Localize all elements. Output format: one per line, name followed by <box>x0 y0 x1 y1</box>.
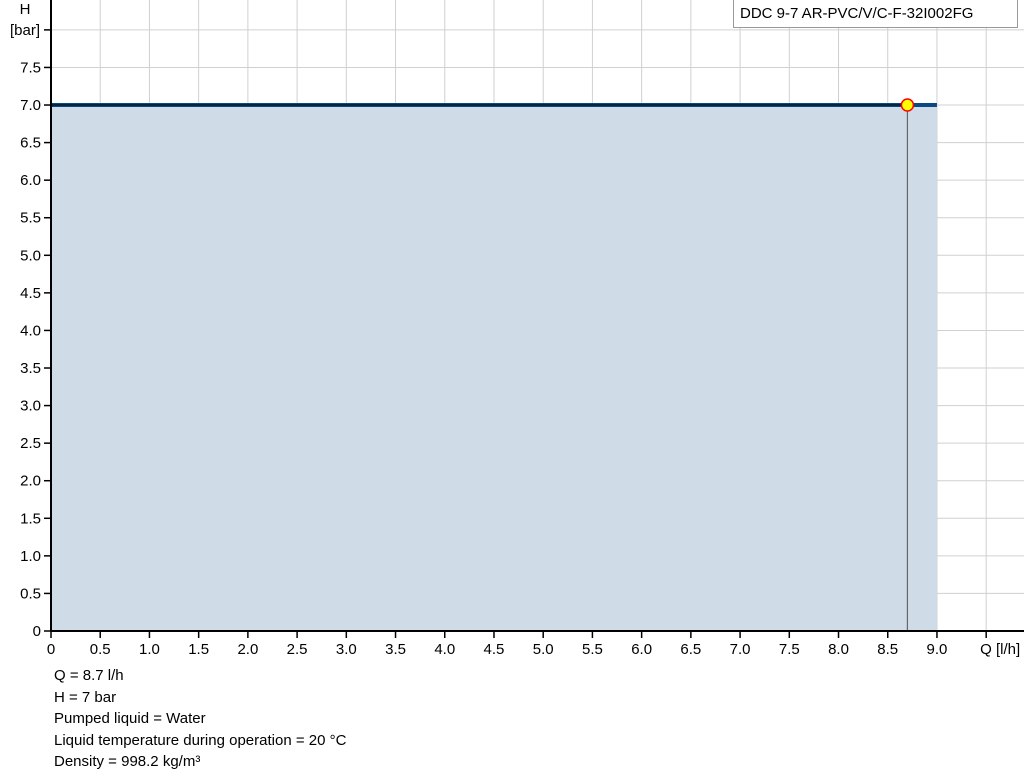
y-tick-label: 1.5 <box>20 510 41 527</box>
y-tick-label: 3.5 <box>20 360 41 377</box>
x-tick-label: 4.0 <box>434 641 455 658</box>
x-tick-label: 7.0 <box>730 641 751 658</box>
x-tick-label: 6.0 <box>631 641 652 658</box>
info-density: Density = 998.2 kg/m³ <box>54 753 201 770</box>
x-tick-label: 0 <box>47 641 55 658</box>
info-head: H = 7 bar <box>54 688 117 706</box>
x-tick-label: 3.0 <box>336 641 357 658</box>
x-tick-label: 6.5 <box>680 641 701 658</box>
y-tick-label: 2.5 <box>20 435 41 452</box>
y-tick-label: 4.5 <box>20 285 41 302</box>
duty-point <box>900 98 915 112</box>
x-tick-label: 5.0 <box>533 641 554 658</box>
y-tick-label: 7.0 <box>20 97 41 114</box>
info-flow: Q = 8.7 l/h <box>54 667 124 684</box>
x-tick-label: 7.5 <box>779 641 800 658</box>
y-axis-unit: [bar] <box>10 22 40 39</box>
x-tick-label: 0.5 <box>90 641 111 658</box>
y-tick-label: 5.0 <box>20 247 41 264</box>
x-tick-label: 2.5 <box>287 641 308 658</box>
x-tick-label: 1.5 <box>188 641 209 658</box>
y-tick-label: 2.0 <box>20 473 41 490</box>
x-tick-label: 1.0 <box>139 641 160 658</box>
y-tick-label: 4.0 <box>20 322 41 339</box>
x-tick-label: 5.5 <box>582 641 603 658</box>
y-tick-label: 3.0 <box>20 398 41 415</box>
y-tick-label: 7.5 <box>20 59 41 76</box>
y-tick-label: 5.5 <box>20 210 41 227</box>
x-tick-label: 4.5 <box>484 641 505 658</box>
y-tick-label: 6.0 <box>20 172 41 189</box>
x-tick-label: 2.0 <box>237 641 258 658</box>
curve-area <box>51 105 937 631</box>
y-tick-label: 0 <box>33 623 41 640</box>
x-axis-label: Q [l/h] <box>980 641 1020 658</box>
y-tick-label: 1.0 <box>20 548 41 565</box>
x-tick-label: 8.0 <box>828 641 849 658</box>
x-tick-label: 9.0 <box>927 641 948 658</box>
info-liquid: Pumped liquid = Water <box>54 710 206 727</box>
y-tick-label: 6.5 <box>20 135 41 152</box>
x-tick-label: 3.5 <box>385 641 406 658</box>
y-tick-label: 0.5 <box>20 585 41 602</box>
info-temperature: Liquid temperature during operation = 20… <box>54 731 347 749</box>
y-axis-label: H <box>20 1 31 18</box>
duty-point-info: Q = 8.7 l/h H = 7 bar Pumped liquid = Wa… <box>54 665 346 773</box>
x-tick-label: 8.5 <box>877 641 898 658</box>
legend-entry: DDC 9-7 AR-PVC/V/C-F-32I002FG <box>733 0 1018 28</box>
